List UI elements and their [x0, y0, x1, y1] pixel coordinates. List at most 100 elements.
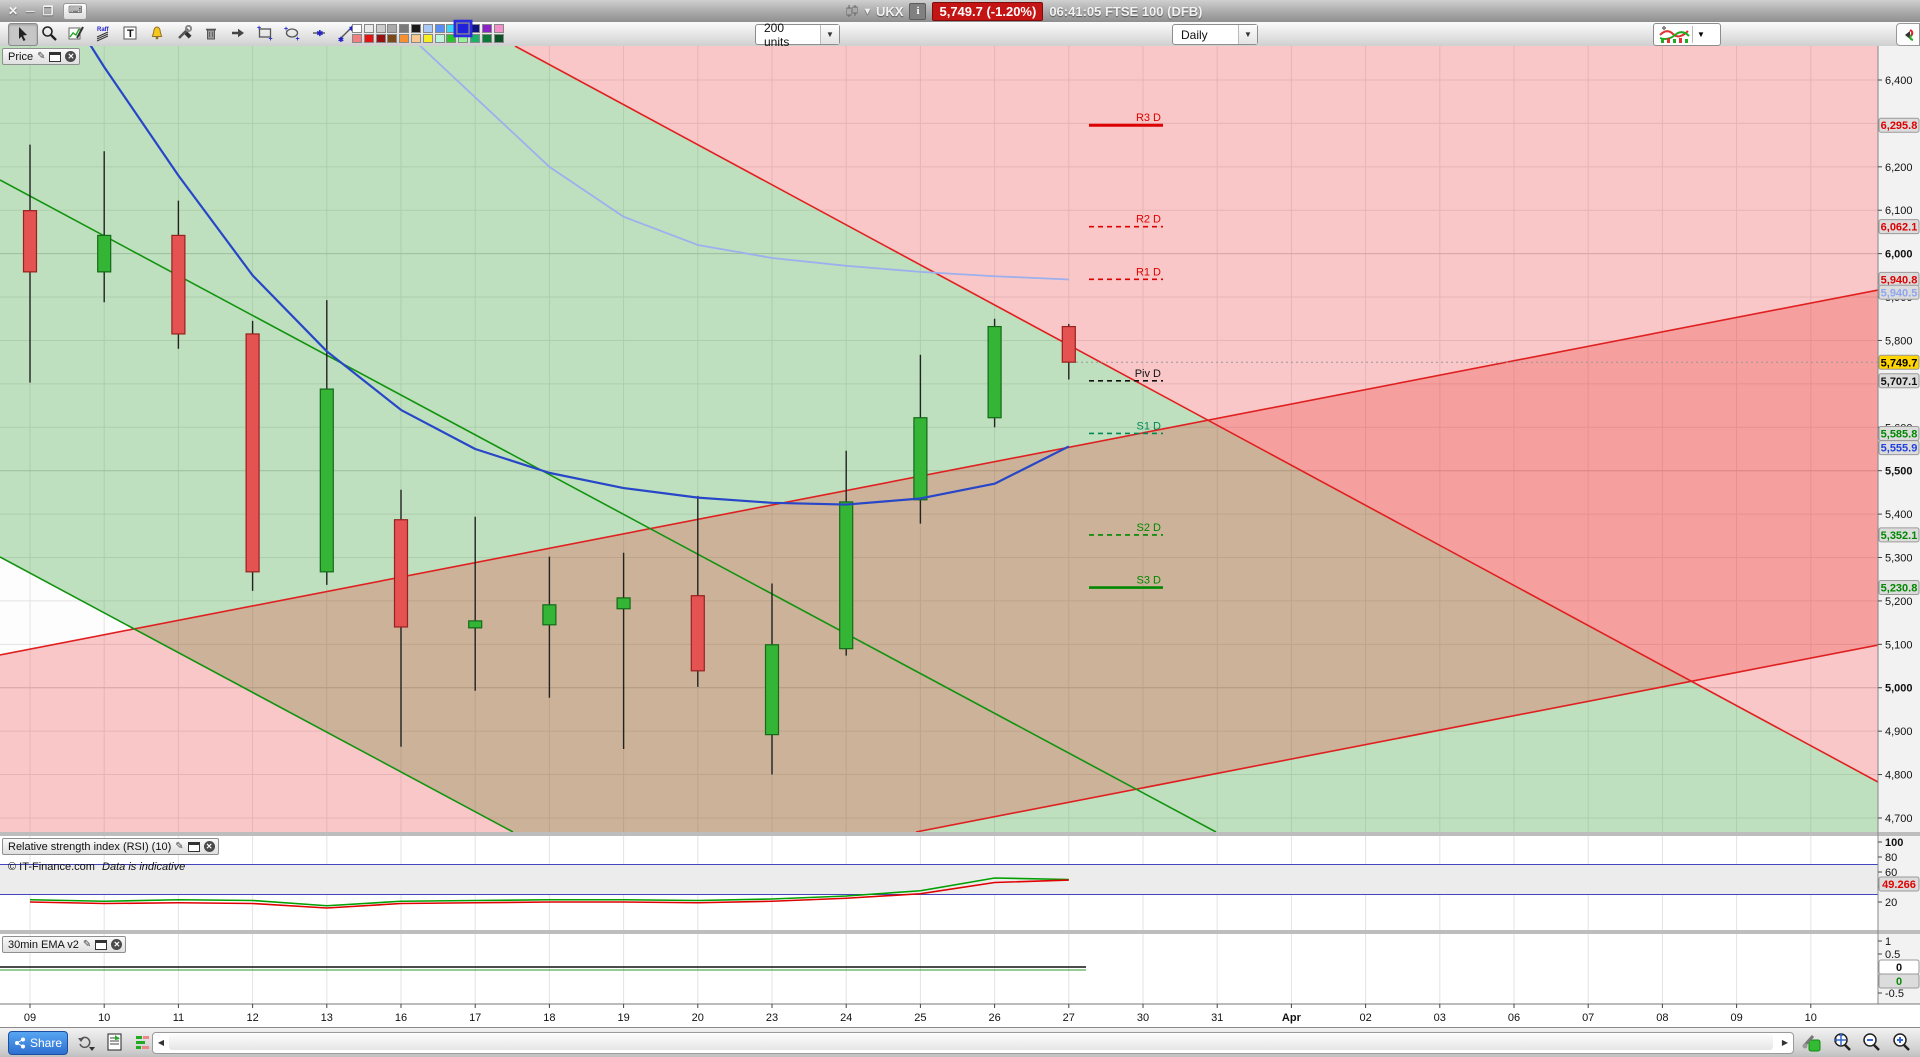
- scroll-right-icon[interactable]: ▶: [1781, 1038, 1789, 1047]
- color-swatch[interactable]: [422, 34, 433, 43]
- scroll-left-icon[interactable]: ◀: [157, 1038, 165, 1047]
- svg-text:✱: ✱: [338, 36, 344, 42]
- zoom-icon[interactable]: [35, 23, 63, 44]
- zoom-out-icon[interactable]: [1858, 1031, 1884, 1053]
- color-swatch[interactable]: [352, 34, 362, 43]
- close-icon[interactable]: ✕: [111, 939, 123, 950]
- date-tick-label: 26: [988, 1012, 1000, 1024]
- color-swatch[interactable]: [387, 24, 398, 33]
- rsi-pane-label: Relative strength index (RSI) (10): [8, 840, 172, 853]
- color-swatch[interactable]: [446, 24, 457, 33]
- rectangle-tool-icon[interactable]: + +: [251, 23, 279, 44]
- wrench-icon[interactable]: ✎: [82, 938, 92, 950]
- settings-wrench-icon[interactable]: [1798, 1031, 1824, 1053]
- color-swatch[interactable]: [399, 24, 410, 33]
- color-swatch[interactable]: [458, 34, 469, 43]
- wrench-icon[interactable]: ✎: [37, 50, 46, 62]
- text-tool-icon[interactable]: T: [116, 23, 144, 44]
- color-swatch[interactable]: [363, 34, 374, 43]
- collapse-panel-button[interactable]: [1896, 23, 1920, 46]
- info-icon[interactable]: i: [909, 2, 927, 20]
- color-palette[interactable]: [352, 19, 508, 44]
- share-icon: [14, 1037, 25, 1049]
- axis-badge: 6,062.1: [1878, 219, 1920, 235]
- pivot-label: S1 D: [1137, 420, 1162, 432]
- window-icon[interactable]: [187, 841, 200, 852]
- alarm-bell-icon[interactable]: [143, 23, 171, 44]
- units-selector[interactable]: 200 units ▼: [755, 21, 840, 49]
- zoom-fit-icon[interactable]: [1828, 1031, 1854, 1053]
- horizontal-scrollbar[interactable]: ◀ ▶: [152, 1032, 1794, 1054]
- chart-type-icon: [1659, 25, 1690, 43]
- line-tool-icon[interactable]: ✱✱: [332, 23, 360, 44]
- window-icon[interactable]: [49, 51, 62, 62]
- color-swatch[interactable]: [411, 34, 421, 43]
- pivot-levels: R3 D R2 D R1 D Piv D S1 D S2 D S3 D: [1089, 112, 1163, 589]
- session-info: 06:41:05 FTSE 100 (DFB): [1049, 3, 1203, 19]
- cursor-icon[interactable]: [8, 23, 38, 46]
- color-swatch[interactable]: [387, 34, 398, 43]
- close-icon[interactable]: ✕: [203, 841, 215, 852]
- axis-tick-label: 4,900: [1885, 726, 1913, 738]
- axis-tick-label: 6,200: [1885, 162, 1913, 174]
- window-icon[interactable]: [95, 939, 108, 950]
- color-swatch[interactable]: [470, 24, 480, 33]
- color-swatch[interactable]: [453, 19, 473, 38]
- scrollbar-thumb[interactable]: [169, 1034, 1773, 1050]
- color-swatch[interactable]: [375, 24, 386, 33]
- close-icon[interactable]: ✕: [65, 51, 77, 62]
- arrow-annotation-icon[interactable]: [224, 23, 252, 44]
- copyright-text: © IT-Finance.com: [8, 861, 95, 873]
- close-window-icon[interactable]: ✕: [8, 4, 19, 18]
- volume-bars-icon[interactable]: [130, 1031, 156, 1053]
- color-swatch[interactable]: [470, 34, 480, 43]
- keyboard-icon[interactable]: ⌨: [63, 2, 88, 20]
- share-button[interactable]: Share: [8, 1031, 68, 1055]
- red-channel-line: [514, 46, 1878, 783]
- color-swatch[interactable]: [493, 24, 504, 33]
- svg-text:5,555.9: 5,555.9: [1881, 443, 1918, 455]
- candle: [245, 333, 260, 573]
- date-tick-label: 09: [24, 1012, 36, 1024]
- color-swatch[interactable]: [399, 34, 410, 43]
- loop-refresh-icon[interactable]: [74, 1031, 100, 1053]
- chart-edit-icon[interactable]: [62, 23, 90, 44]
- instrument-dropdown-icon[interactable]: ▾: [865, 5, 871, 17]
- trash-icon[interactable]: [197, 23, 225, 44]
- report-icon[interactable]: [102, 1031, 128, 1053]
- timeframe-selector[interactable]: Daily ▼: [1172, 24, 1258, 45]
- axis-badge: 5,749.7: [1878, 354, 1920, 370]
- color-swatch[interactable]: [446, 34, 457, 43]
- date-axis[interactable]: 09 10 11 12 13 16 17 18 19 20 23 24 25 26 27 30 31 Apr 02 0…: [0, 1003, 1920, 1024]
- color-swatch[interactable]: [352, 24, 362, 33]
- chart-type-button[interactable]: ▼: [1653, 23, 1721, 46]
- restore-window-icon[interactable]: ❐: [42, 4, 54, 18]
- color-swatch[interactable]: [481, 34, 492, 43]
- tools-icon[interactable]: [170, 23, 198, 44]
- raff-channel-icon[interactable]: Raff: [89, 23, 117, 44]
- color-swatch[interactable]: [375, 34, 386, 43]
- price-axis[interactable]: 6,4006,2006,1006,0005,9005,8005,6005,500…: [1877, 46, 1920, 1004]
- axis-badge: 5,555.9: [1878, 440, 1920, 456]
- color-swatch[interactable]: [434, 24, 445, 33]
- wrench-icon[interactable]: ✎: [175, 840, 184, 852]
- color-swatch[interactable]: [411, 24, 421, 33]
- date-tick-label: 18: [543, 1012, 555, 1024]
- zoom-in-icon[interactable]: [1888, 1031, 1914, 1053]
- candle: [542, 604, 557, 626]
- candle: [171, 234, 186, 335]
- minimize-window-icon[interactable]: ─: [26, 4, 35, 18]
- ellipse-tool-icon[interactable]: + +: [278, 23, 306, 44]
- date-tick-label: 23: [766, 1012, 778, 1024]
- rsi-scale-label: 60: [1885, 867, 1897, 879]
- date-axis-bg: [0, 1004, 1920, 1027]
- ema-scale-label: 1: [1885, 936, 1891, 948]
- color-swatch[interactable]: [434, 34, 445, 43]
- segment-tool-icon[interactable]: ✱: [305, 23, 333, 44]
- color-swatch[interactable]: [493, 34, 504, 43]
- color-swatch[interactable]: [363, 24, 374, 33]
- color-swatch[interactable]: [481, 24, 492, 33]
- candlestick-icon: [846, 5, 858, 17]
- color-swatch[interactable]: [422, 24, 433, 33]
